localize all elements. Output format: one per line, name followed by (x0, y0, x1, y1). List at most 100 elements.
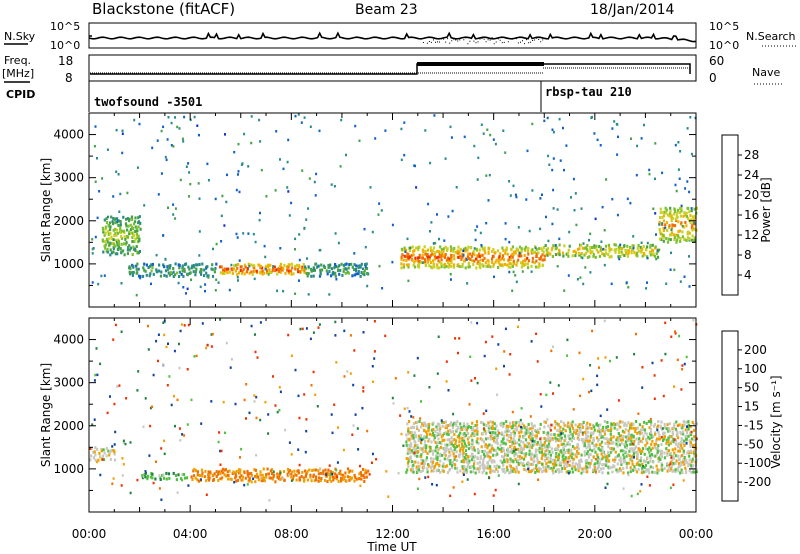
data-cell (428, 422, 431, 426)
data-cell (403, 121, 406, 124)
data-cell (353, 273, 356, 277)
data-cell (520, 261, 523, 265)
data-cell (687, 230, 690, 234)
data-cell (496, 436, 499, 440)
data-cell (670, 439, 673, 443)
data-cell (660, 238, 663, 241)
data-cell (601, 252, 604, 256)
data-cell (270, 271, 273, 274)
data-cell (402, 265, 405, 269)
data-cell (657, 437, 660, 441)
data-cell (654, 442, 658, 446)
data-cell (418, 262, 421, 266)
data-cell (656, 446, 660, 449)
data-cell (430, 440, 433, 444)
data-cell (653, 470, 656, 474)
data-cell (306, 470, 309, 474)
data-cell (482, 458, 485, 462)
data-cell (215, 278, 218, 281)
data-cell (505, 433, 508, 437)
data-cell (487, 466, 490, 470)
data-cell (415, 468, 418, 471)
data-cell (365, 475, 368, 479)
data-cell (588, 443, 591, 447)
data-cell (487, 250, 490, 254)
data-cell (220, 449, 223, 453)
data-cell (665, 221, 669, 225)
data-cell (445, 464, 449, 468)
data-cell (426, 467, 429, 471)
data-cell (266, 271, 269, 275)
data-cell (461, 438, 464, 442)
data-cell (495, 258, 498, 262)
data-cell (497, 266, 500, 269)
data-cell (687, 434, 690, 438)
data-cell (408, 249, 411, 252)
data-cell (626, 453, 630, 457)
data-cell (525, 428, 528, 432)
data-cell (523, 464, 526, 468)
data-cell (230, 358, 233, 361)
data-cell (476, 426, 479, 430)
data-cell (470, 458, 474, 462)
data-cell (681, 235, 684, 239)
data-cell (410, 460, 414, 464)
data-cell (671, 448, 674, 452)
data-cell (564, 444, 567, 448)
data-cell (527, 467, 530, 471)
data-cell (506, 460, 509, 464)
data-cell (652, 460, 655, 464)
velocity-x-ticks (88, 318, 697, 512)
data-cell (639, 459, 642, 463)
data-cell (616, 123, 619, 126)
data-cell (670, 335, 673, 338)
data-cell (451, 439, 454, 443)
data-cell (431, 460, 435, 464)
data-cell (364, 245, 367, 249)
data-cell (413, 260, 416, 264)
data-cell (421, 253, 424, 257)
data-cell (636, 246, 639, 250)
data-cell (137, 220, 141, 224)
data-cell (418, 477, 421, 481)
data-cell (435, 444, 439, 448)
data-cell (275, 268, 278, 272)
data-cell (537, 251, 540, 255)
data-cell (552, 244, 555, 248)
data-cell (521, 422, 524, 426)
data-cell (622, 453, 625, 457)
data-cell (253, 264, 256, 268)
data-cell (523, 433, 526, 437)
data-cell (601, 471, 604, 475)
data-cell (511, 410, 514, 414)
data-cell (668, 464, 672, 468)
data-cell (206, 265, 209, 269)
data-cell (487, 259, 490, 263)
data-cell (248, 264, 251, 268)
data-cell (120, 237, 123, 241)
data-cell (148, 274, 151, 278)
data-cell (457, 245, 460, 249)
data-cell (560, 430, 563, 434)
data-cell (447, 261, 450, 265)
data-cell (609, 425, 613, 428)
data-cell (277, 477, 280, 481)
data-cell (684, 460, 687, 464)
data-cell (409, 431, 412, 435)
data-cell (687, 216, 690, 220)
data-cell (287, 271, 290, 275)
data-cell (137, 267, 140, 271)
data-cell (508, 429, 511, 433)
data-cell (455, 251, 459, 255)
data-cell (508, 373, 511, 376)
data-cell (440, 435, 443, 439)
data-cell (491, 249, 494, 253)
data-cell (693, 451, 696, 455)
data-cell (426, 255, 429, 259)
data-cell (590, 458, 593, 462)
data-cell (580, 252, 583, 255)
data-cell (441, 420, 444, 424)
data-cell (584, 437, 588, 441)
data-cell (511, 426, 514, 430)
data-cell (315, 265, 319, 269)
